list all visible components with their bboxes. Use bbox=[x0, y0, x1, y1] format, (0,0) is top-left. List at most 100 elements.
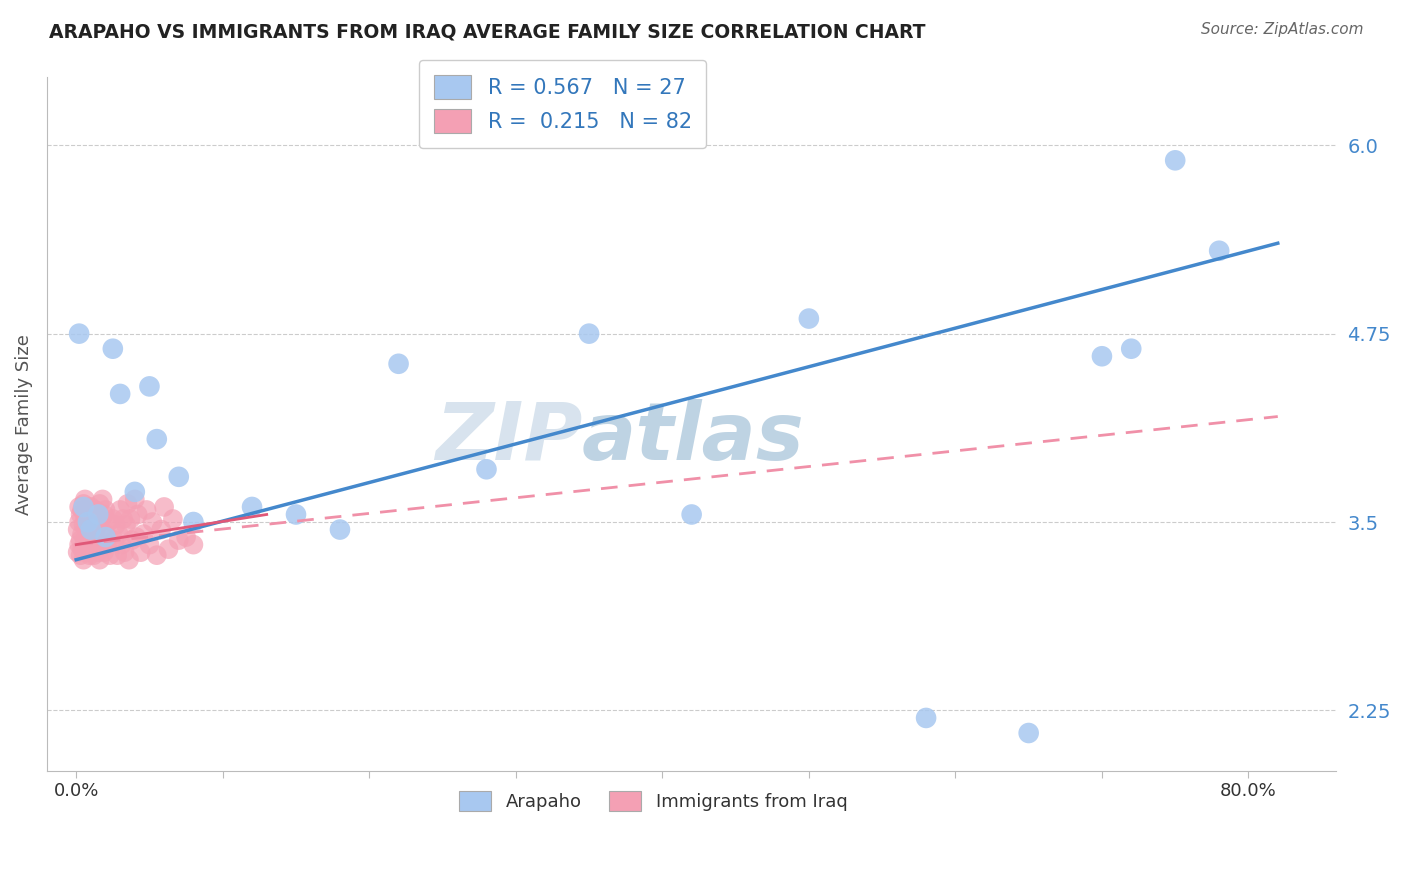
Point bbox=[89, 497, 111, 511]
Point bbox=[69, 548, 91, 562]
Point bbox=[75, 508, 97, 522]
Point bbox=[67, 326, 90, 341]
Point bbox=[578, 326, 600, 341]
Point bbox=[117, 497, 139, 511]
Point bbox=[108, 387, 131, 401]
Point bbox=[84, 527, 107, 541]
Point bbox=[75, 530, 97, 544]
Point bbox=[183, 515, 205, 529]
Point bbox=[115, 518, 138, 533]
Point bbox=[112, 512, 135, 526]
Point bbox=[84, 503, 107, 517]
Point bbox=[87, 545, 110, 559]
Point bbox=[94, 503, 117, 517]
Point bbox=[89, 552, 111, 566]
Point bbox=[80, 523, 103, 537]
Point bbox=[82, 533, 104, 548]
Legend: Arapaho, Immigrants from Iraq: Arapaho, Immigrants from Iraq bbox=[446, 778, 860, 824]
Point bbox=[66, 523, 89, 537]
Point bbox=[73, 512, 96, 526]
Point bbox=[101, 342, 124, 356]
Point bbox=[1018, 726, 1040, 740]
Point bbox=[118, 552, 141, 566]
Point bbox=[329, 523, 352, 537]
Point bbox=[79, 515, 101, 529]
Point bbox=[70, 542, 93, 557]
Point bbox=[87, 508, 110, 522]
Point bbox=[285, 508, 308, 522]
Point bbox=[105, 548, 128, 562]
Point bbox=[91, 492, 114, 507]
Point bbox=[80, 500, 103, 514]
Point bbox=[77, 503, 100, 517]
Point bbox=[475, 462, 498, 476]
Point bbox=[93, 545, 115, 559]
Point bbox=[129, 545, 152, 559]
Point bbox=[70, 503, 93, 517]
Point bbox=[167, 470, 190, 484]
Point bbox=[80, 542, 103, 557]
Point bbox=[73, 533, 96, 548]
Y-axis label: Average Family Size: Average Family Size bbox=[15, 334, 32, 515]
Point bbox=[135, 503, 157, 517]
Point bbox=[107, 527, 129, 541]
Point bbox=[138, 379, 160, 393]
Point bbox=[162, 512, 184, 526]
Point bbox=[146, 548, 169, 562]
Text: atlas: atlas bbox=[582, 399, 804, 477]
Point bbox=[83, 518, 105, 533]
Point bbox=[75, 545, 97, 559]
Point bbox=[67, 500, 90, 514]
Point bbox=[797, 311, 820, 326]
Point bbox=[80, 523, 103, 537]
Point bbox=[103, 533, 125, 548]
Point bbox=[94, 527, 117, 541]
Point bbox=[153, 500, 176, 514]
Point bbox=[98, 548, 121, 562]
Point bbox=[146, 432, 169, 446]
Point bbox=[125, 530, 148, 544]
Point bbox=[87, 518, 110, 533]
Point bbox=[127, 508, 149, 522]
Point bbox=[82, 512, 104, 526]
Point bbox=[121, 533, 143, 548]
Point bbox=[111, 538, 134, 552]
Point bbox=[67, 538, 90, 552]
Point bbox=[1091, 349, 1114, 363]
Point bbox=[114, 545, 136, 559]
Point bbox=[79, 548, 101, 562]
Point bbox=[120, 512, 142, 526]
Point bbox=[86, 538, 108, 552]
Point bbox=[90, 512, 112, 526]
Point bbox=[94, 530, 117, 544]
Point bbox=[174, 530, 197, 544]
Point bbox=[72, 497, 94, 511]
Point bbox=[138, 538, 160, 552]
Point bbox=[67, 515, 90, 529]
Point bbox=[90, 533, 112, 548]
Point bbox=[141, 515, 163, 529]
Point bbox=[1164, 153, 1187, 168]
Point bbox=[91, 530, 114, 544]
Point bbox=[1208, 244, 1230, 258]
Point bbox=[167, 533, 190, 548]
Point bbox=[69, 533, 91, 548]
Point bbox=[73, 492, 96, 507]
Point bbox=[157, 542, 180, 557]
Point bbox=[72, 518, 94, 533]
Point bbox=[96, 538, 118, 552]
Point bbox=[72, 500, 94, 514]
Point bbox=[86, 512, 108, 526]
Point bbox=[77, 538, 100, 552]
Point bbox=[77, 527, 100, 541]
Point bbox=[70, 527, 93, 541]
Point bbox=[132, 527, 155, 541]
Point bbox=[681, 508, 703, 522]
Point bbox=[101, 512, 124, 526]
Point bbox=[124, 484, 146, 499]
Point bbox=[387, 357, 409, 371]
Point bbox=[108, 503, 131, 517]
Point bbox=[83, 548, 105, 562]
Point bbox=[77, 515, 100, 529]
Point bbox=[97, 515, 120, 529]
